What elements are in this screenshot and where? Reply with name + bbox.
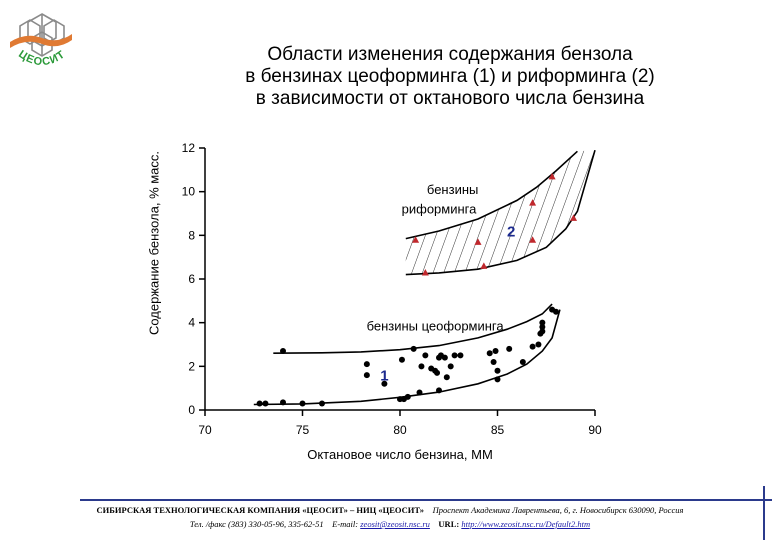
zeoforming-data-point — [319, 400, 325, 407]
x-tick-label: 75 — [296, 423, 310, 437]
zeoforming-data-point — [539, 324, 546, 331]
reforming-label-line-2: риформинга — [402, 202, 477, 217]
footer-email-label: E-mail: — [332, 519, 359, 529]
zeoforming-data-point — [494, 376, 501, 383]
zeoforming-data-point — [539, 319, 546, 326]
y-tick-label: 6 — [188, 272, 195, 286]
reforming-data-point — [529, 199, 537, 206]
zeoforming-data-point — [262, 400, 269, 407]
chart-title-line-2: в бензинах цеоформинга (1) и риформинга … — [245, 66, 655, 87]
footer-phone: Тел. /факс (383) 330-05-96, 335-62-51 — [189, 519, 324, 529]
zeoforming-upper-boundary-curve — [273, 303, 553, 354]
reforming-data-point — [480, 262, 488, 269]
x-tick-label: 90 — [588, 423, 602, 437]
zeoforming-region-number: 1 — [380, 368, 388, 385]
zeoforming-data-point — [280, 399, 286, 406]
zeoforming-data-point — [422, 352, 429, 359]
reforming-data-point — [548, 172, 556, 180]
y-tick-label: 4 — [188, 316, 195, 330]
zeoforming-data-point — [410, 345, 417, 352]
zeoforming-data-point — [434, 369, 441, 376]
reforming-data-point — [412, 236, 420, 243]
zeoforming-data-point — [363, 361, 370, 368]
zeoforming-data-point — [299, 400, 306, 407]
zeoforming-data-point — [418, 363, 425, 370]
zeoforming-data-point — [363, 372, 370, 379]
zeoforming-data-point — [506, 345, 513, 352]
zeoforming-data-point — [535, 341, 542, 348]
zeoforming-lower-boundary-curve — [253, 309, 561, 406]
footer-organization: СИБИРСКАЯ ТЕХНОЛОГИЧЕСКАЯ КОМПАНИЯ «ЦЕОС… — [96, 505, 425, 515]
zeoforming-data-point — [416, 389, 423, 396]
reforming-region-number: 2 — [507, 223, 515, 240]
x-axis-label: Октановое число бензина, ММ — [307, 447, 493, 462]
y-tick-label: 2 — [188, 359, 195, 373]
zeoforming-data-point — [490, 358, 497, 365]
reforming-hatched-region — [405, 150, 595, 275]
zeoforming-data-point — [447, 363, 454, 370]
y-tick-label: 0 — [188, 403, 195, 417]
reforming-lower-boundary-curve — [405, 149, 596, 276]
zeoforming-data-point — [529, 343, 536, 350]
logo-ribbon — [10, 34, 72, 48]
reforming-data-point — [421, 268, 429, 276]
zeoforming-data-point — [398, 356, 405, 363]
zeoforming-data-point — [539, 328, 546, 335]
footer-line-2: Тел. /факс (383) 330-05-96, 335-62-51 E-… — [0, 519, 780, 529]
zeoforming-data-point — [443, 374, 450, 381]
zeoforming-data-point — [451, 352, 458, 359]
zeoforming-data-point — [381, 380, 388, 387]
reforming-data-point — [529, 236, 537, 243]
zeoforming-data-point — [404, 393, 411, 400]
reforming-data-point — [570, 214, 578, 221]
zeoforming-data-point — [256, 400, 263, 407]
footer-email-link[interactable]: zeosit@zeosit.nsc.ru — [360, 519, 430, 529]
x-tick-label: 85 — [491, 423, 505, 437]
y-tick-label: 12 — [182, 141, 196, 155]
x-tick-label: 70 — [198, 423, 212, 437]
zeoforming-label: бензины цеоформинга — [367, 318, 505, 333]
zeoforming-data-point — [519, 358, 526, 365]
footer-address: Проспект Академика Лаврентьева, 6, г. Но… — [432, 505, 684, 515]
chart-title-line-3: в зависимости от октанового числа бензин… — [255, 88, 645, 109]
zeoforming-data-point — [486, 350, 493, 357]
y-tick-label: 8 — [188, 228, 195, 242]
zeoforming-data-point — [553, 308, 559, 315]
y-tick-label: 10 — [182, 185, 196, 199]
reforming-data-point — [474, 238, 482, 245]
zeoforming-data-point — [492, 348, 499, 355]
zeoforming-data-point — [494, 367, 501, 374]
zeosit-logo: ЦЕОСИТ — [10, 13, 72, 68]
zeoforming-data-point — [457, 352, 464, 359]
logo-text: ЦЕОСИТ — [16, 48, 68, 68]
reforming-label-line-1: бензины — [427, 182, 478, 197]
footer-url-link[interactable]: http://www.zeosit.nsc.ru/Default2.htm — [461, 519, 591, 529]
chart-title-line-1: Области изменения содержания бензола — [267, 44, 633, 65]
zeoforming-data-point — [441, 354, 448, 361]
reforming-upper-boundary-curve — [405, 150, 578, 240]
footer-line-1: СИБИРСКАЯ ТЕХНОЛОГИЧЕСКАЯ КОМПАНИЯ «ЦЕОС… — [0, 505, 780, 515]
zeoforming-data-point — [436, 387, 442, 394]
x-tick-label: 80 — [393, 423, 407, 437]
zeoforming-data-point — [280, 348, 286, 355]
footer-url-label: URL: — [438, 519, 460, 529]
